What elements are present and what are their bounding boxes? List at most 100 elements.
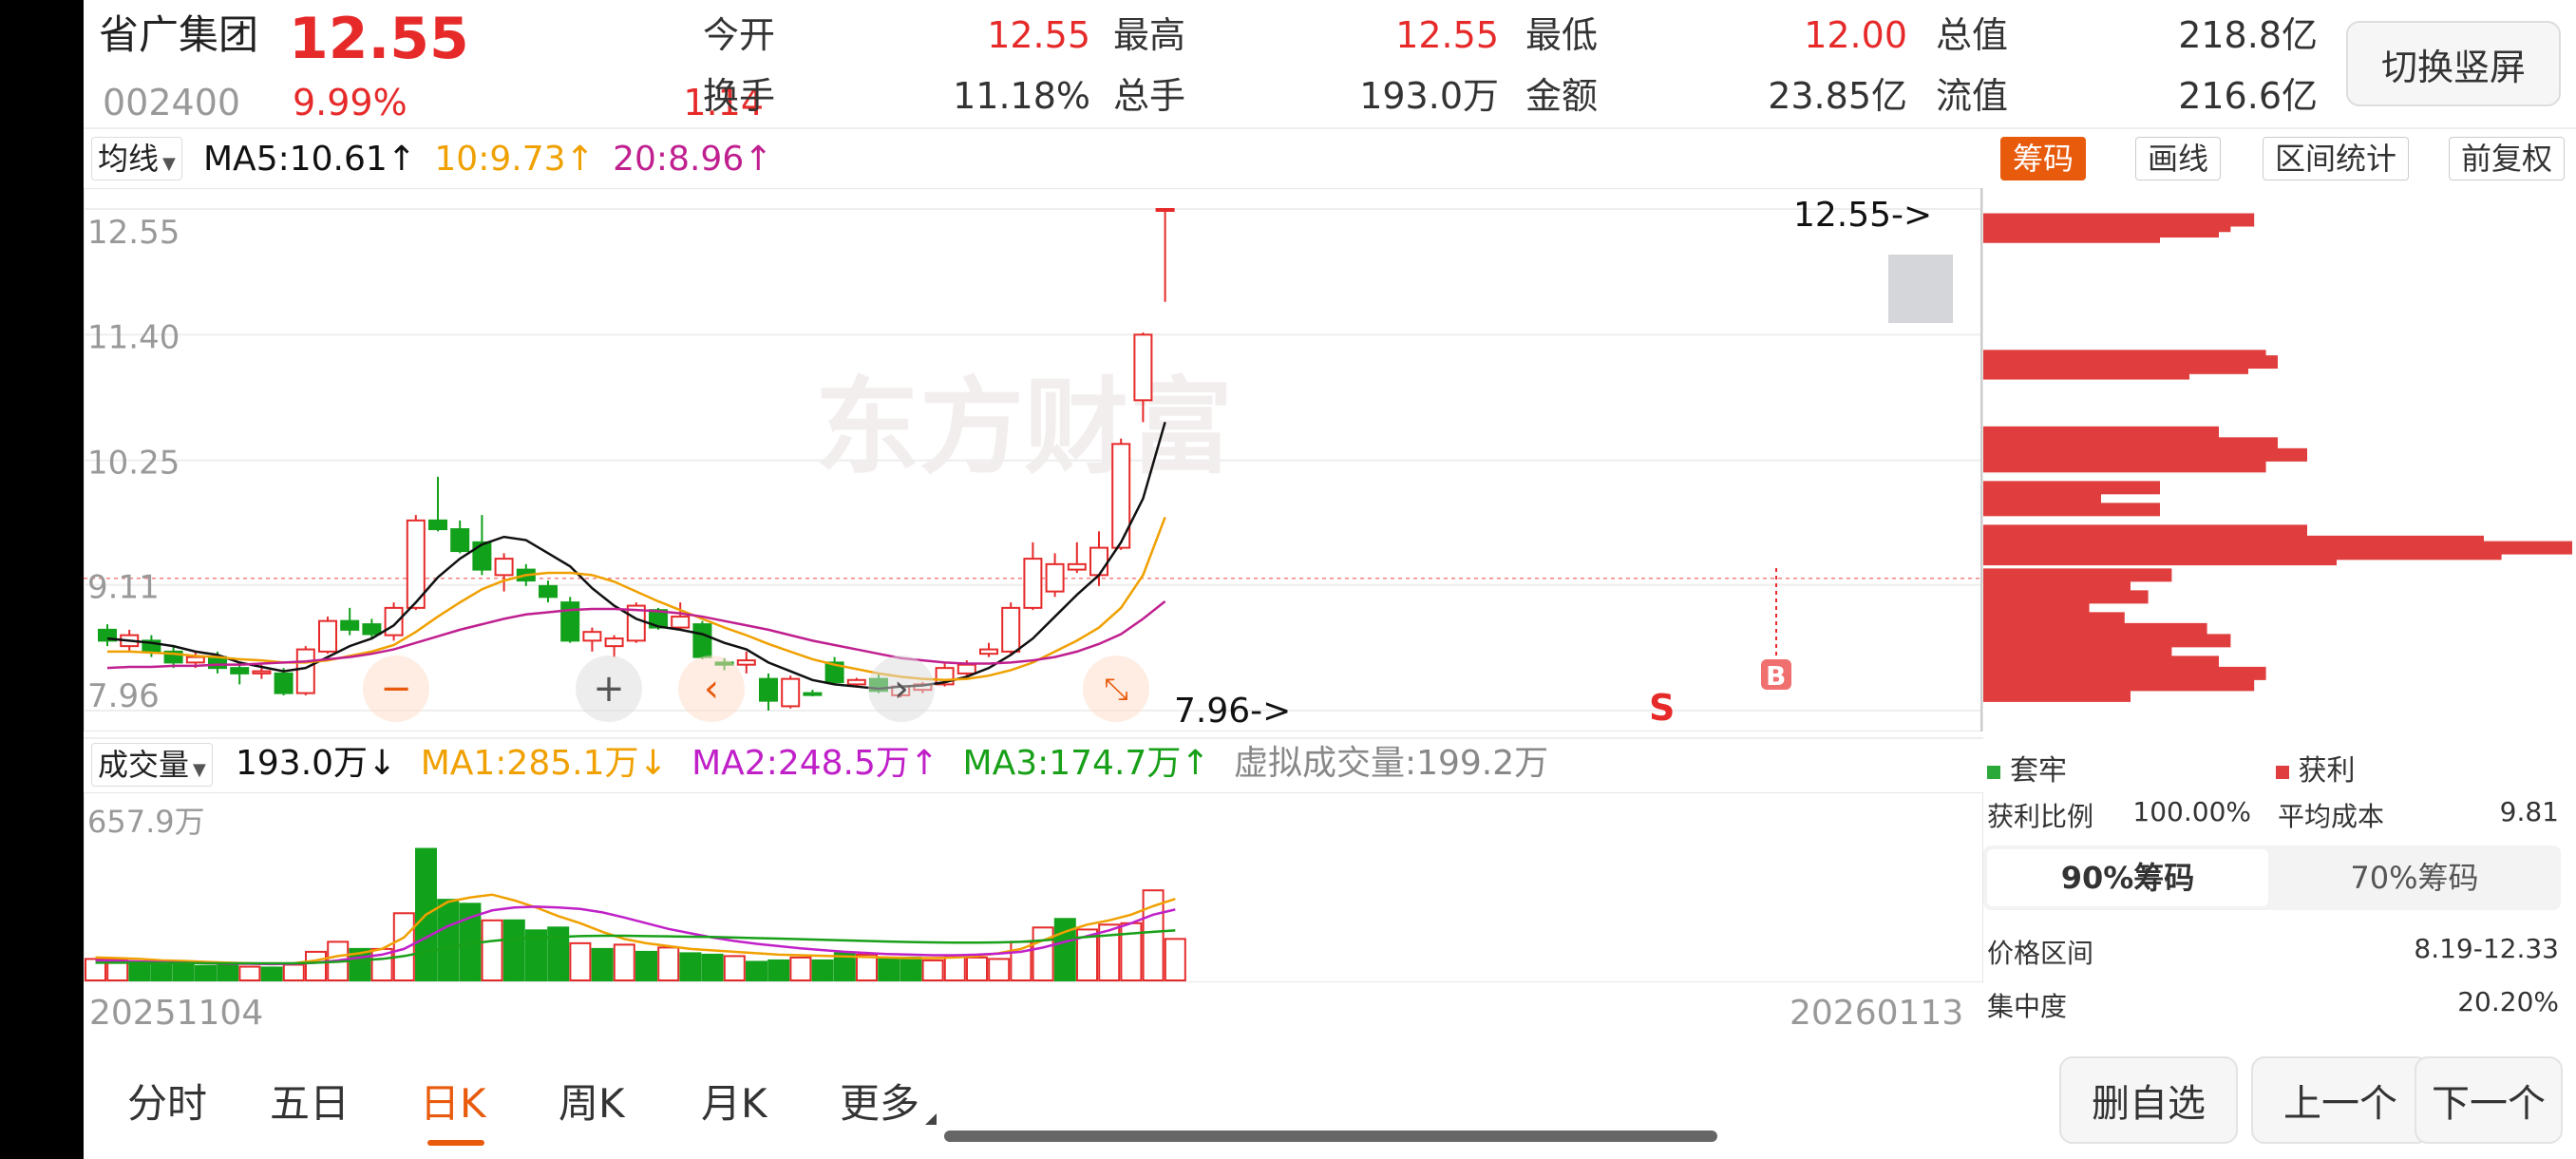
volume-bar: [85, 958, 106, 981]
candle-body: [736, 659, 756, 666]
volume-bar: [569, 941, 592, 982]
end-date: 20260113: [1790, 994, 1964, 1033]
total-mv-value: 218.8亿: [2178, 14, 2318, 56]
chip-tab-70[interactable]: 70%筹码: [2350, 860, 2479, 896]
profit-legend-label: 获利: [2298, 754, 2356, 788]
volume-bar: [856, 953, 878, 982]
chip-bar: [1983, 656, 2219, 670]
chip-bar: [1983, 426, 2219, 440]
more-corner-icon: [925, 1113, 937, 1125]
up-arrow-icon: ↑: [565, 140, 595, 179]
ma20-line: [106, 599, 1166, 670]
candle-body: [539, 584, 558, 598]
tab-intraday[interactable]: 分时: [127, 1080, 208, 1127]
volume-bar: [613, 943, 635, 981]
volume-bar: [1010, 940, 1032, 982]
candle-body: [230, 667, 250, 674]
profit-ratio-value: 100.00%: [2132, 796, 2251, 827]
trapped-legend-swatch: [1987, 765, 2000, 779]
candle-body: [979, 648, 998, 656]
candle-body: [185, 656, 205, 664]
volume-bar: [966, 956, 988, 981]
tab-daily-k[interactable]: 日K: [420, 1080, 486, 1127]
volume-label: 总手: [1113, 75, 1186, 117]
price-axis-label: 11.40: [87, 318, 180, 356]
virtual-volume: 虚拟成交量:199.2万: [1233, 744, 1549, 783]
switch-portrait-button[interactable]: 切换竖屏: [2346, 21, 2561, 106]
chips-button[interactable]: 筹码: [2000, 137, 2087, 180]
volume-bar: [943, 955, 966, 982]
candle-body: [582, 631, 602, 642]
zoom-in-button[interactable]: +: [576, 656, 642, 722]
price-range-value: 8.19-12.33: [2414, 933, 2559, 964]
kline-chart[interactable]: 东方财富 12.55 11.40 10.25 9.11 7.96 12.55-> 7.9…: [84, 188, 1983, 732]
volume-bar: [305, 950, 327, 981]
tab-monthly-k[interactable]: 月K: [701, 1080, 767, 1127]
watermark: 东方财富: [815, 367, 1233, 488]
volume-bar: [1053, 918, 1076, 981]
candle-body: [1133, 333, 1153, 402]
trapped-legend-label: 套牢: [2010, 754, 2067, 788]
volume-bar: [701, 953, 724, 982]
candle-body: [98, 628, 117, 642]
price-axis-label: 7.96: [87, 677, 160, 715]
candle-body: [824, 661, 844, 684]
tab-five-day[interactable]: 五日: [270, 1080, 350, 1127]
next-button[interactable]: 下一个: [2415, 1056, 2563, 1144]
high-value: 12.55: [1395, 14, 1499, 56]
volume-bar: [481, 919, 503, 981]
vol-ma1-value: MA1:285.1万: [420, 744, 639, 783]
candle-body: [494, 558, 514, 577]
volume-bar: [811, 959, 834, 981]
chip-bar: [1983, 366, 2189, 380]
float-mv-value: 216.6亿: [2178, 75, 2318, 117]
tab-weekly-k[interactable]: 周K: [559, 1080, 625, 1127]
avg-cost-value: 9.81: [2499, 796, 2559, 827]
profit-legend-swatch: [2275, 765, 2289, 779]
volume-selector[interactable]: 成交量 ▼: [91, 743, 213, 787]
ma-selector-label: 均线: [98, 141, 160, 177]
vol-ma3-value: MA3:174.7万: [962, 744, 1182, 783]
price-axis: 12.55 11.40 10.25 9.11 7.96: [87, 214, 180, 715]
zoom-out-button[interactable]: −: [363, 656, 429, 722]
chip-bar: [1983, 644, 2172, 658]
home-indicator[interactable]: [944, 1130, 1717, 1142]
volume-divider: [84, 737, 1983, 739]
remove-watchlist-button[interactable]: 删自选: [2059, 1056, 2238, 1144]
interval-stats-button[interactable]: 区间统计: [2263, 137, 2410, 180]
change-amt: 1.14: [683, 82, 764, 124]
chip-legend: 套牢 获利: [1987, 747, 2356, 788]
ma-legend: MA5:10.61↑ 10:9.73↑ 20:8.96↑: [203, 141, 772, 179]
down-arrow-icon: ↓: [368, 744, 397, 783]
chip-bar: [1983, 481, 2160, 495]
down-arrow-icon: ↓: [638, 744, 668, 783]
concentration-value: 20.20%: [2457, 986, 2559, 1017]
ma-selector[interactable]: 均线 ▼: [91, 137, 182, 180]
volume-bar: [635, 950, 657, 981]
turnover-label: 换手: [703, 75, 776, 117]
sell-signal: S: [1649, 687, 1675, 729]
tab-more[interactable]: 更多: [840, 1080, 920, 1127]
chip-tab-90[interactable]: 90%筹码: [1987, 849, 2268, 906]
candle-body: [1067, 562, 1087, 571]
volume-axis-max: 657.9万: [87, 804, 205, 840]
volume-bar: [195, 964, 217, 981]
low-label: 最低: [1525, 14, 1599, 56]
scroll-right-button[interactable]: ›: [868, 656, 935, 722]
scroll-left-button[interactable]: ‹: [678, 656, 745, 722]
chip-bar: [1983, 666, 2266, 680]
draw-line-button[interactable]: 画线: [2135, 137, 2222, 180]
chip-bars-layer: [1983, 213, 2572, 702]
candle-body: [1001, 606, 1021, 653]
chip-bar: [1983, 524, 2307, 539]
previous-button[interactable]: 上一个: [2251, 1056, 2430, 1144]
chip-bar: [1983, 503, 2160, 517]
chip-bar: [1983, 600, 2090, 615]
volume-chart[interactable]: 657.9万: [84, 792, 1983, 982]
low-value: 12.00: [1804, 14, 1907, 56]
collapse-icon[interactable]: ⤡: [1083, 656, 1149, 722]
adjust-button[interactable]: 前复权: [2449, 137, 2566, 180]
vol-ma2-value: MA2:248.5万: [691, 744, 910, 783]
ma20-value: 20:8.96: [613, 140, 745, 179]
candle-body: [252, 670, 272, 674]
